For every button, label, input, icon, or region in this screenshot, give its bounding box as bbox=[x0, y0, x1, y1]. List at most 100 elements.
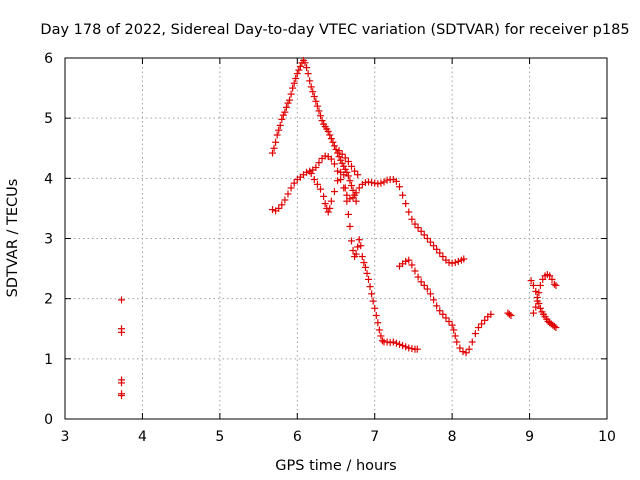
data-point bbox=[309, 88, 317, 96]
data-point bbox=[417, 227, 425, 235]
data-point bbox=[346, 195, 354, 203]
data-point bbox=[330, 188, 338, 196]
data-point bbox=[313, 102, 321, 110]
data-point bbox=[290, 179, 298, 187]
x-tick-label: 5 bbox=[215, 429, 224, 445]
data-point bbox=[423, 285, 431, 293]
data-point bbox=[529, 281, 537, 289]
data-point bbox=[426, 290, 434, 298]
data-point bbox=[358, 253, 366, 261]
data-point bbox=[273, 131, 281, 139]
data-point bbox=[450, 326, 458, 334]
data-point bbox=[417, 278, 425, 286]
data-point bbox=[408, 215, 416, 223]
x-tick-label: 4 bbox=[138, 429, 147, 445]
x-tick-label: 10 bbox=[598, 429, 616, 445]
data-point bbox=[269, 149, 277, 157]
data-point bbox=[536, 281, 544, 289]
data-point bbox=[281, 196, 289, 204]
data-point bbox=[371, 179, 379, 187]
data-point bbox=[360, 259, 368, 267]
data-point bbox=[375, 326, 383, 334]
x-tick-labels: 3 4 5 6 7 8 9 10 bbox=[61, 429, 616, 445]
data-point bbox=[383, 338, 391, 346]
data-point bbox=[395, 183, 403, 191]
data-point bbox=[275, 204, 283, 212]
data-point bbox=[282, 103, 290, 111]
data-point bbox=[471, 330, 479, 338]
data-point bbox=[389, 338, 397, 346]
data-point bbox=[546, 272, 554, 280]
data-point bbox=[269, 206, 277, 214]
data-point bbox=[386, 339, 394, 347]
data-point bbox=[295, 66, 303, 74]
data-point bbox=[338, 159, 346, 167]
data-point bbox=[456, 344, 464, 352]
y-tick-label: 0 bbox=[44, 412, 53, 428]
x-tick-label: 7 bbox=[370, 429, 379, 445]
data-point bbox=[481, 316, 489, 324]
data-point bbox=[465, 345, 473, 353]
data-point bbox=[340, 162, 348, 170]
x-tick-label: 3 bbox=[61, 429, 70, 445]
data-point bbox=[330, 160, 338, 168]
data-point bbox=[365, 178, 373, 186]
data-point bbox=[535, 289, 543, 297]
data-point bbox=[377, 179, 385, 187]
y-tick-label: 1 bbox=[44, 352, 53, 368]
data-point bbox=[276, 121, 284, 129]
data-point bbox=[324, 127, 332, 135]
x-axis-label: GPS time / hours bbox=[275, 458, 396, 474]
data-point bbox=[303, 168, 311, 176]
x-tick-label: 8 bbox=[448, 429, 457, 445]
data-point bbox=[315, 107, 323, 115]
data-point bbox=[332, 145, 340, 153]
data-point bbox=[344, 210, 352, 218]
data-point bbox=[368, 290, 376, 298]
data-point bbox=[402, 257, 410, 265]
data-point bbox=[527, 277, 535, 285]
data-point bbox=[380, 178, 388, 186]
data-point bbox=[321, 200, 329, 208]
data-point bbox=[414, 273, 422, 281]
data-point bbox=[451, 259, 459, 267]
data-point bbox=[408, 261, 416, 269]
data-point bbox=[433, 245, 441, 253]
data-point bbox=[355, 184, 363, 192]
y-tick-label: 2 bbox=[44, 292, 53, 308]
data-point bbox=[286, 96, 294, 104]
data-point bbox=[366, 283, 374, 291]
data-point bbox=[478, 320, 486, 328]
data-point bbox=[287, 90, 295, 98]
data-point bbox=[354, 171, 362, 179]
y-tick-label: 4 bbox=[44, 171, 53, 187]
data-point bbox=[448, 321, 456, 329]
data-point bbox=[352, 189, 360, 197]
data-point bbox=[296, 62, 304, 70]
data-point bbox=[279, 111, 287, 119]
data-point bbox=[423, 235, 431, 242]
data-point bbox=[355, 236, 363, 244]
data-point bbox=[349, 247, 357, 255]
data-point bbox=[351, 167, 359, 175]
data-point bbox=[284, 190, 292, 198]
data-point bbox=[334, 177, 342, 185]
data-point bbox=[337, 156, 345, 164]
data-point bbox=[436, 307, 444, 315]
data-point bbox=[340, 171, 348, 179]
x-tick-label: 9 bbox=[525, 429, 534, 445]
data-point bbox=[430, 242, 438, 250]
data-point bbox=[346, 222, 354, 230]
data-point bbox=[315, 159, 323, 167]
data-point bbox=[459, 348, 467, 356]
data-point bbox=[389, 176, 397, 184]
data-point bbox=[487, 310, 495, 318]
data-point bbox=[505, 310, 513, 318]
data-point bbox=[378, 337, 386, 345]
data-point bbox=[346, 177, 354, 185]
data-point bbox=[334, 167, 342, 175]
data-point bbox=[365, 275, 373, 283]
data-point bbox=[414, 224, 422, 232]
data-point bbox=[460, 255, 468, 263]
data-point bbox=[327, 135, 335, 143]
